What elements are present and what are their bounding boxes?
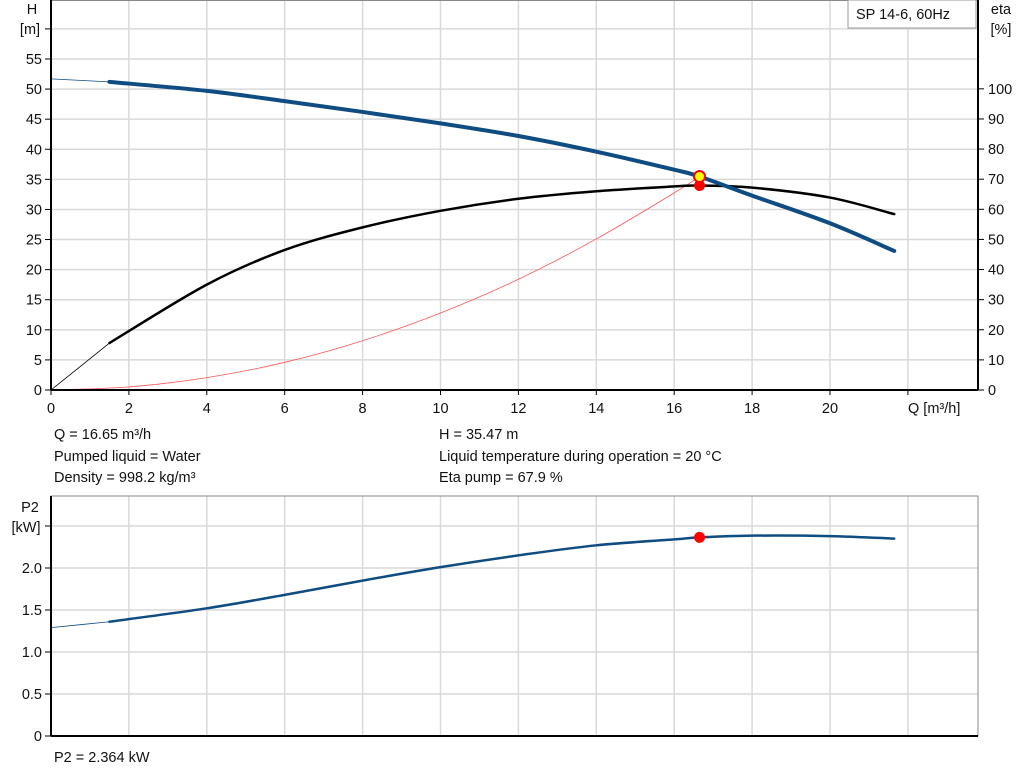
x-tick-label: 4 [203,401,211,417]
info-liquid: Pumped liquid = Water [54,449,201,465]
h-tick-label: 5 [34,353,42,369]
h-tick-label: 10 [26,323,42,339]
eta-tick-label: 50 [988,232,1004,248]
x-tick-label: 2 [125,401,133,417]
x-tick-label: 12 [510,401,526,417]
info-density: Density = 998.2 kg/m³ [54,470,196,486]
x-tick-label: 6 [281,401,289,417]
h-tick-label: 50 [26,82,42,98]
eta-operating-point [694,180,706,192]
info-eta: Eta pump = 67.9 % [439,470,563,486]
p2-axis-label: P2 [21,500,39,516]
h-tick-label: 15 [26,293,42,309]
h-tick-label: 30 [26,202,42,218]
h-tick-label: 25 [26,233,42,249]
x-tick-label: 14 [588,401,604,417]
info-q: Q = 16.65 m³/h [54,427,151,443]
eta-tick-label: 40 [988,263,1004,279]
x-tick-label: 8 [359,401,367,417]
system-curve [50,176,700,391]
x-tick-label: 0 [47,401,55,417]
h-axis-label: H [27,2,37,18]
eta-tick-label: 100 [988,82,1012,98]
p2-axis-unit: [kW] [12,520,41,536]
legend-box [847,0,977,29]
h-tick-label: 45 [26,112,42,128]
h-curve-thin [50,78,110,83]
eta-tick-label: 80 [988,142,1004,158]
x-tick-label: 10 [432,401,448,417]
eta-tick-label: 90 [988,112,1004,128]
x-tick-label: 16 [666,401,682,417]
h-tick-label: 55 [26,52,42,68]
h-curve [107,79,897,253]
eta-tick-label: 10 [988,353,1004,369]
q-axis-label: Q [m³/h] [908,401,960,417]
p2-tick-label: 2.0 [22,561,42,577]
eta-tick-label: 70 [988,172,1004,188]
h-tick-label: 35 [26,172,42,188]
p2-curve [108,534,896,624]
p2-tick-label: 0 [34,729,42,745]
eta-tick-label: 0 [988,383,996,399]
p2-tick-label: 0.5 [22,687,42,703]
eta-curve [108,184,896,345]
h-tick-label: 40 [26,142,42,158]
p2-tick-label: 1.0 [22,645,42,661]
eta-axis-label: eta [991,2,1012,18]
bottom-plot-frame [50,495,979,737]
eta-tick-label: 60 [988,202,1004,218]
p2-curve-thin [50,621,110,629]
chart-marks [50,78,897,629]
bottom-grid [51,496,978,736]
eta-tick-label: 20 [988,323,1004,339]
eta-axis-unit: [%] [991,22,1012,38]
p2-tick-label: 1.5 [22,603,42,619]
eta-curve-thin [50,342,110,391]
h-tick-label: 0 [34,383,42,399]
x-tick-label: 20 [822,401,838,417]
h-operating-point [693,170,707,184]
p2-operating-point [694,531,706,543]
h-axis-unit: [m] [20,22,40,38]
h-tick-label: 20 [26,263,42,279]
top-grid [51,0,978,390]
legend-label: SP 14-6, 60Hz [856,7,950,23]
x-tick-label: 18 [744,401,760,417]
axes: 0 2 4 6 8 10 12 14 16 18 20 0 5 10 15 20 25 30 35 40 45 50 55 0… [22,0,1012,745]
info-p2: P2 = 2.364 kW [54,750,150,766]
info-temp: Liquid temperature during operation = 20… [439,449,722,465]
eta-tick-label: 30 [988,293,1004,309]
info-h: H = 35.47 m [439,427,518,443]
